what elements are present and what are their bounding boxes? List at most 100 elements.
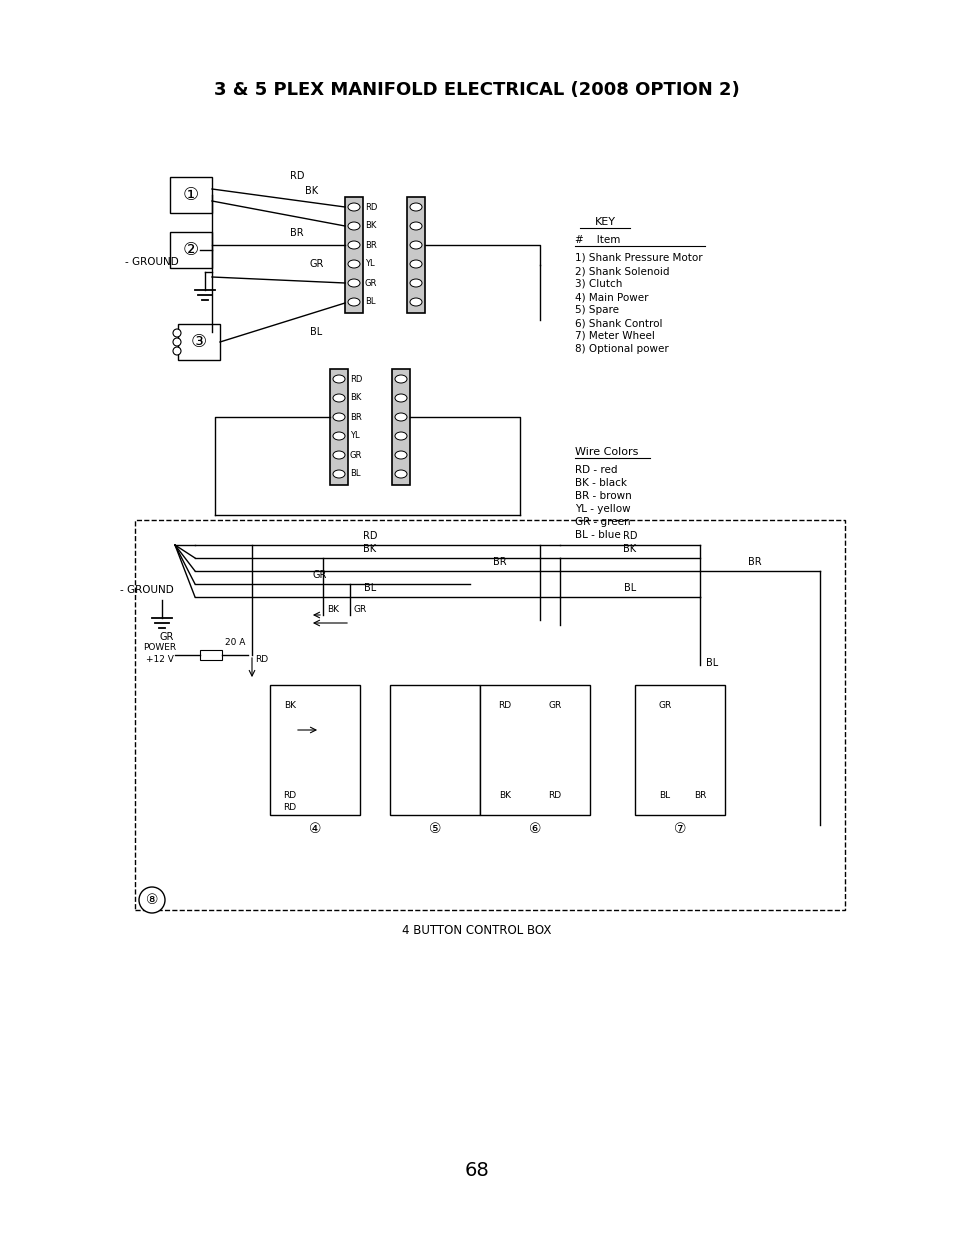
Text: Wire Colors: Wire Colors [575,447,638,457]
Ellipse shape [395,432,407,440]
Text: BK: BK [622,543,636,555]
Ellipse shape [333,471,345,478]
Text: BL: BL [310,327,322,337]
Text: - GROUND: - GROUND [125,257,178,267]
Text: ②: ② [183,241,199,259]
Text: ③: ③ [191,333,207,351]
Text: GR: GR [365,279,377,288]
Text: GR: GR [354,605,367,615]
Circle shape [172,338,181,346]
Bar [270,685,359,815]
Ellipse shape [348,261,359,268]
Text: 6) Shank Control: 6) Shank Control [575,317,661,329]
Circle shape [172,347,181,354]
Text: BK: BK [363,543,376,555]
Bar [135,520,844,910]
Text: ⑤: ⑤ [428,823,441,836]
Text: RD: RD [497,700,511,709]
Text: BR: BR [290,228,303,238]
Text: KEY: KEY [594,217,615,227]
Text: ⑥: ⑥ [528,823,540,836]
Ellipse shape [395,375,407,383]
Circle shape [172,329,181,337]
Text: RD: RD [365,203,377,211]
Text: GR: GR [310,259,324,269]
Ellipse shape [333,375,345,383]
Bar [390,685,479,815]
Text: BK: BK [284,700,295,709]
Ellipse shape [410,279,421,287]
Text: BR: BR [493,557,506,567]
Text: 20 A: 20 A [225,638,245,647]
Text: ⑧: ⑧ [146,893,158,906]
Text: 4) Main Power: 4) Main Power [575,291,648,303]
Ellipse shape [395,471,407,478]
Text: RD: RD [290,170,304,182]
Ellipse shape [395,412,407,421]
Text: ⑦: ⑦ [673,823,685,836]
Text: ④: ④ [309,823,321,836]
Ellipse shape [395,394,407,403]
Text: YL - yellow: YL - yellow [575,504,630,514]
Text: RD: RD [283,790,296,799]
Text: YL: YL [350,431,359,441]
Text: RD: RD [254,656,268,664]
Text: GR - green: GR - green [575,517,630,527]
Text: BL - blue: BL - blue [575,530,620,540]
Circle shape [139,887,165,913]
Bar [170,177,212,212]
Text: 8) Optional power: 8) Optional power [575,345,668,354]
Ellipse shape [333,432,345,440]
Text: BK: BK [305,186,317,196]
Text: #    Item: # Item [575,235,619,245]
Bar [178,324,220,359]
Text: 3 & 5 PLEX MANIFOLD ELECTRICAL (2008 OPTION 2): 3 & 5 PLEX MANIFOLD ELECTRICAL (2008 OPT… [213,82,740,99]
Ellipse shape [348,222,359,230]
Text: GR: GR [313,571,327,580]
Bar [407,198,424,312]
Ellipse shape [348,298,359,306]
Text: BR - brown: BR - brown [575,492,631,501]
Ellipse shape [410,298,421,306]
Bar [345,198,363,312]
Text: BK - black: BK - black [575,478,626,488]
Text: BR: BR [365,241,376,249]
Text: YL: YL [365,259,375,268]
Ellipse shape [410,203,421,211]
Text: BL: BL [363,583,375,593]
Text: BL: BL [350,469,360,478]
Text: BR: BR [747,557,761,567]
Bar [170,232,212,268]
Ellipse shape [348,203,359,211]
Text: RD - red: RD - red [575,466,617,475]
Ellipse shape [333,394,345,403]
Text: ①: ① [183,186,199,204]
Bar [200,650,222,659]
Ellipse shape [333,412,345,421]
Text: 5) Spare: 5) Spare [575,305,618,315]
Ellipse shape [410,261,421,268]
Text: 68: 68 [464,1161,489,1179]
Text: 2) Shank Solenoid: 2) Shank Solenoid [575,266,669,275]
Bar [635,685,724,815]
Text: GR: GR [160,632,174,642]
Text: 7) Meter Wheel: 7) Meter Wheel [575,331,654,341]
Text: RD: RD [350,374,362,384]
Text: GR: GR [658,700,671,709]
Text: +12 V: +12 V [146,655,173,663]
Text: BK: BK [365,221,376,231]
Text: RD: RD [622,531,637,541]
Ellipse shape [410,222,421,230]
Text: POWER: POWER [143,642,176,652]
Ellipse shape [410,241,421,249]
Bar [330,369,348,485]
Text: RD: RD [362,531,376,541]
Text: BK: BK [498,790,511,799]
Text: BL: BL [659,790,670,799]
Bar [479,685,589,815]
Bar [392,369,410,485]
Text: RD: RD [548,790,561,799]
Text: GR: GR [350,451,362,459]
Ellipse shape [333,451,345,459]
Ellipse shape [348,279,359,287]
